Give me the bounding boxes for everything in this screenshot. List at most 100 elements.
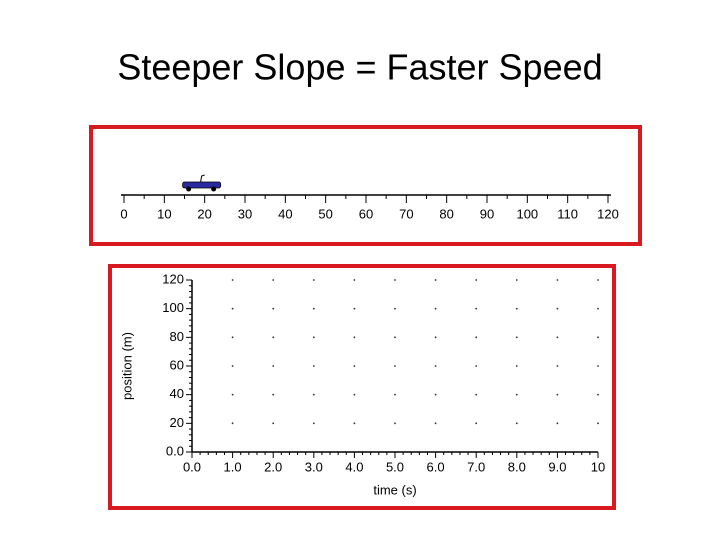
grid-dot [434,393,437,396]
grid-dot [597,279,599,281]
x-tick-label: 3.0 [305,459,323,474]
grid-dot [556,365,559,367]
grid-dot [231,365,234,367]
grid-dot [515,307,518,310]
grid-dot [394,279,396,281]
grid-dot [556,279,559,281]
tick-label: 70 [399,206,413,221]
grid-dot [597,365,599,367]
x-tick-label: 5.0 [386,459,404,474]
tick-label: 20 [197,206,211,221]
grid-dot [353,279,356,281]
x-tick-label: 1.0 [224,459,242,474]
grid-dot [434,422,437,425]
grid-dot [475,307,478,310]
grid-dot [434,336,437,339]
tick-label: 110 [557,206,578,221]
tick-label: 100 [516,206,538,221]
car-wheel [211,186,217,192]
grid-dot [272,336,275,339]
x-tick-label: 8.0 [508,459,526,474]
tick-label: 40 [278,206,292,221]
grid-dot [556,307,559,310]
grid-dot [556,393,559,396]
tick-label: 120 [597,206,619,221]
grid-dot [515,365,518,367]
grid-dot [475,422,478,425]
grid-dot [597,393,599,396]
grid-dot [475,336,478,339]
grid-dot [231,422,234,425]
tick-label: 80 [439,206,453,221]
grid-dot [515,279,518,281]
grid-dot [515,422,518,425]
grid-dot [312,307,315,310]
tick-label: 10 [157,206,171,221]
grid-dot [312,422,315,425]
grid-dot [353,393,356,396]
grid-dot [231,279,234,281]
grid-dot [272,365,275,367]
grid-dot [434,279,437,281]
grid-dot [394,393,396,396]
car-wheel [186,186,192,192]
grid-dot [353,336,356,339]
x-axis-label: time (s) [373,482,416,497]
grid-dot [272,422,275,425]
y-tick-label: 40 [170,386,184,401]
y-tick-label: 20 [170,415,184,430]
grid-dot [312,336,315,339]
grid-dot [353,307,356,310]
y-tick-label: 60 [170,357,184,372]
tick-label: 0 [120,206,127,221]
tick-label: 90 [480,206,494,221]
grid-dot [272,279,275,281]
grid-dot [394,336,396,339]
tick-label: 50 [318,206,332,221]
grid-dot [556,336,559,339]
grid-dot [597,422,599,425]
grid-dot [272,393,275,396]
grid-dot [231,307,234,310]
grid-dot [231,393,234,396]
grid-dot [597,336,599,339]
slide-title: Steeper Slope = Faster Speed [117,47,602,88]
y-tick-label: 120 [162,271,184,286]
grid-dot [556,422,559,425]
x-tick-label: 9.0 [548,459,566,474]
x-tick-label: 10 [591,459,605,474]
graph-frame [108,264,616,510]
grid-dot [394,422,396,425]
grid-dot [475,393,478,396]
grid-dot [394,307,396,310]
grid-dot [597,307,599,310]
x-tick-label: 4.0 [345,459,363,474]
y-tick-label: 80 [170,329,184,344]
y-tick-label: 0.0 [166,443,184,458]
grid-dot [312,393,315,396]
y-tick-label: 100 [162,300,184,315]
grid-dot [515,393,518,396]
grid-dot [434,307,437,310]
tick-label: 30 [238,206,252,221]
x-tick-label: 6.0 [427,459,445,474]
track-frame [89,125,642,246]
x-tick-label: 0.0 [183,459,201,474]
grid-dot [312,279,315,281]
grid-dot [231,336,234,339]
car-body [182,181,222,189]
car [182,174,222,192]
grid-dot [312,365,315,367]
x-tick-label: 2.0 [264,459,282,474]
car-driver [200,174,205,183]
grid-dot [515,336,518,339]
grid-dot [272,307,275,310]
x-tick-label: 7.0 [467,459,485,474]
grid-dot [434,365,437,367]
tick-label: 60 [359,206,373,221]
grid-dot [475,365,478,367]
grid-dot [353,365,356,367]
grid-dot [394,365,396,367]
grid-dot [353,422,356,425]
